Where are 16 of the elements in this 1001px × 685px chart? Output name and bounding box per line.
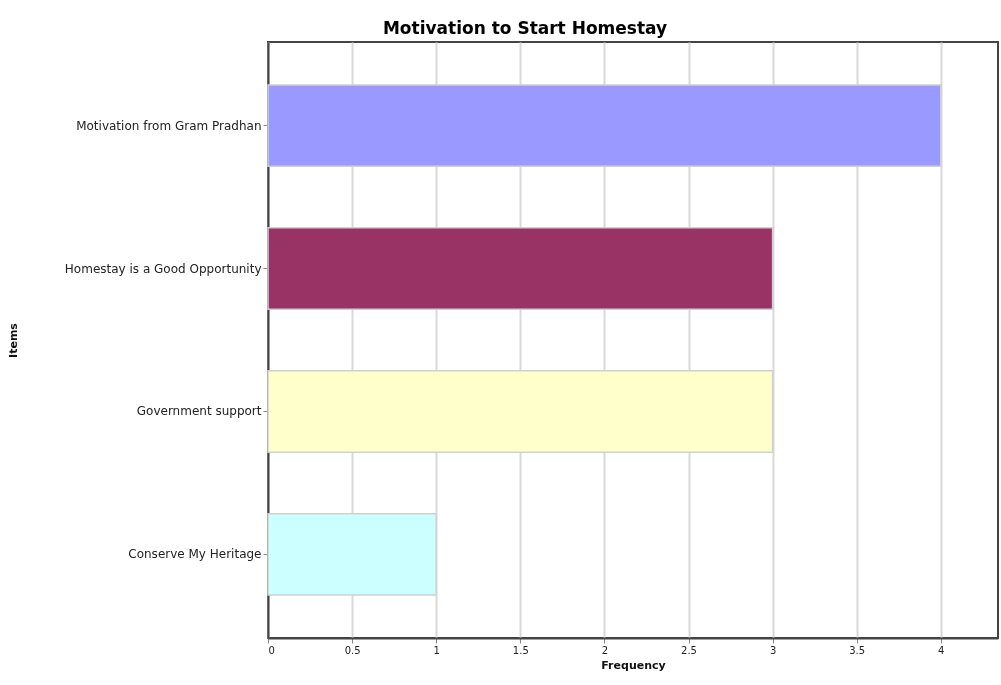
x-tick-label: 0: [268, 644, 275, 656]
x-tick-label: 4: [938, 644, 945, 656]
x-tick-label: 0.5: [344, 644, 361, 656]
y-tick-label: Homestay is a Good Opportunity: [64, 261, 262, 276]
y-tick-label: Government support: [136, 404, 262, 419]
chart-title: Motivation to Start Homestay: [382, 18, 668, 38]
x-tick-label: 2: [601, 644, 609, 656]
x-tick-label: 3.5: [849, 644, 866, 656]
x-axis-title: Frequency: [601, 658, 666, 672]
y-tick-label: Motivation from Gram Pradhan: [76, 118, 262, 133]
x-tick-label: 1: [433, 644, 440, 656]
y-tick-label: Conserve My Heritage: [128, 547, 262, 562]
x-tick-label: 1.5: [512, 644, 529, 656]
x-tick-label: 2.5: [681, 644, 697, 656]
x-tick-label: 3: [769, 644, 777, 656]
y-axis-title: Items: [6, 322, 20, 358]
